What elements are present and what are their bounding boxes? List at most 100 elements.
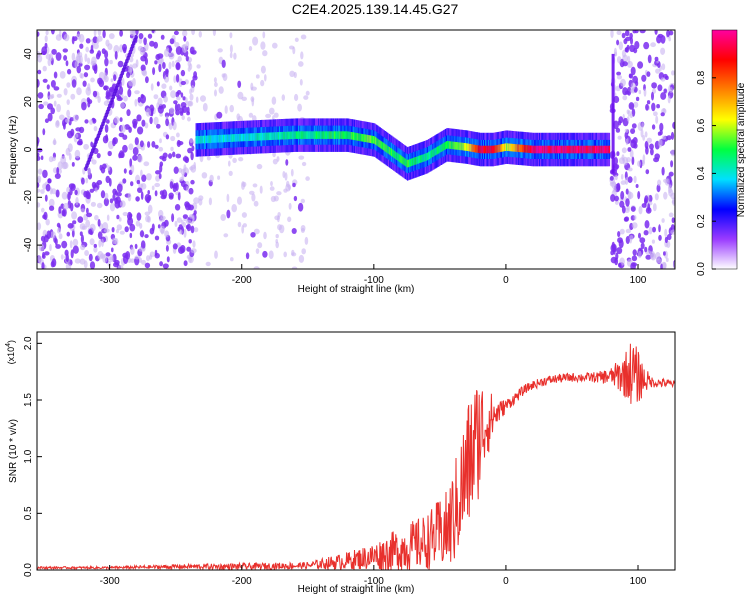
spectrogram-noise-cell (151, 185, 155, 191)
spectrogram-noise-cell (74, 258, 81, 264)
spectrogram-signal-cell (605, 145, 607, 154)
spectrogram-noise-cell (190, 164, 197, 173)
spectrogram-noise-cell (139, 230, 145, 238)
spectrogram-noise-cell (272, 42, 278, 49)
spectrogram-noise-cell (56, 93, 62, 98)
spectrogram-signal-cell (295, 131, 298, 139)
spectrogram-noise-cell (624, 177, 629, 185)
spectrogram-noise-cell (250, 232, 256, 238)
spectrogram-signal-cell (398, 153, 400, 162)
spectrogram-noise-cell (660, 35, 666, 44)
spectrogram-signal-cell (391, 148, 393, 157)
spectrogram-noise-cell (165, 134, 170, 140)
spectrogram-signal-cell (292, 131, 295, 139)
spectrogram-noise-cell (103, 85, 108, 91)
spectrogram-noise-cell (85, 177, 89, 184)
spectrogram-noise-cell (669, 87, 673, 93)
spectrogram-noise-cell (641, 122, 644, 128)
spectrogram-noise-cell (658, 224, 661, 233)
spectrogram-noise-cell (276, 191, 282, 196)
spectrogram-noise-cell (650, 42, 656, 48)
spectrogram-signal-cell (290, 131, 292, 140)
spectrogram-noise-cell (172, 151, 176, 158)
spectrogram-noise-cell (37, 92, 44, 99)
snr-xtick-label: 100 (630, 576, 647, 587)
spectrogram-signal-cell (286, 131, 288, 140)
spectrogram-signal-cell (276, 132, 279, 140)
spectrogram-noise-cell (135, 30, 139, 36)
spectrogram-noise-cell (129, 232, 133, 239)
spectrogram-noise-cell (108, 178, 112, 187)
spectrogram-noise-cell (134, 90, 140, 95)
spectrogram-signal-cell (585, 145, 587, 154)
spectrogram-noise-cell (132, 154, 138, 161)
spectrogram-noise-cell (162, 263, 169, 269)
spectrogram-signal-cell (381, 141, 383, 150)
spectrogram-noise-cell (154, 249, 158, 256)
spectrogram-noise-cell (299, 79, 303, 86)
spectrogram-noise-cell (118, 86, 124, 95)
spectrogram-signal-cell (493, 145, 495, 154)
spectrogram-signal-cell (589, 145, 592, 154)
spectrogram-noise-cell (275, 239, 279, 244)
spectrogram-noise-cell (300, 198, 305, 204)
spectrogram-noise-cell (175, 74, 180, 83)
spectrogram-noise-cell (292, 46, 296, 55)
spectrogram-signal-cell (257, 133, 260, 141)
spectrogram-signal-cell (207, 135, 209, 144)
spectrogram-signal-cell (337, 131, 339, 139)
spectrogram-signal-cell (265, 132, 267, 141)
spectrogram-signal-cell (517, 144, 520, 152)
spectrogram-signal-cell (252, 133, 254, 141)
spectrogram-noise-cell (663, 191, 668, 200)
spectrogram-noise-cell (60, 254, 64, 260)
spectrogram-noise-cell (672, 197, 675, 206)
spectrogram-signal-cell (330, 131, 333, 139)
spectrogram-signal-cell (423, 153, 426, 162)
spectrogram-signal-cell (392, 149, 394, 157)
spectrogram-noise-cell (136, 114, 142, 122)
spectrogram-noise-cell (146, 255, 150, 262)
spectrogram-noise-cell (132, 63, 138, 69)
spectrogram-signal-cell (235, 134, 238, 142)
spectrogram-noise-cell (627, 176, 633, 184)
spectrogram-signal-cell (227, 134, 229, 143)
spectrogram-signal-cell (238, 133, 241, 142)
spectrogram-noise-cell (152, 67, 156, 76)
spectrogram-noise-cell (55, 120, 60, 128)
spectrogram-noise-cell (216, 111, 223, 119)
spectrogram-noise-cell (160, 228, 165, 235)
spectrogram-noise-cell (618, 262, 622, 268)
spectrogram-noise-cell (616, 74, 623, 80)
spectrogram-noise-cell (45, 183, 51, 192)
spectrogram-signal-cell (403, 157, 406, 166)
spectrogram-noise-cell (661, 63, 666, 71)
spectrogram-noise-cell (84, 119, 89, 124)
spectrogram-signal-cell (318, 131, 320, 139)
spectrogram-noise-cell (122, 144, 128, 153)
spectrogram-noise-cell (171, 60, 175, 68)
spectrogram-noise-cell (260, 79, 265, 87)
spectrogram-signal-cell (440, 144, 443, 152)
spectrogram-noise-cell (630, 128, 636, 135)
spectrogram-noise-cell (170, 146, 174, 152)
spectrogram-noise-cell (74, 149, 81, 159)
colorbar-tick-label: 0.0 (696, 262, 707, 276)
spectrogram-noise-cell (37, 222, 42, 231)
spectrogram-signal-cell (322, 131, 324, 139)
spectrogram-signal-cell (433, 148, 435, 157)
spectrogram-signal-cell (522, 144, 524, 153)
spectrogram-signal-cell (472, 144, 474, 152)
spectrogram-signal-cell (369, 135, 372, 143)
spectrogram-signal-cell (497, 144, 500, 153)
spectrogram-noise-cell (103, 228, 110, 233)
spectrogram-signal-cell (282, 131, 284, 140)
spectrogram-signal-cell (258, 132, 261, 141)
spectrogram-signal-cell (312, 131, 315, 139)
spectrogram-noise-cell (294, 93, 299, 102)
snr-series-line (37, 343, 675, 570)
spectrogram-signal-cell (581, 145, 583, 154)
spectrogram-noise-cell (134, 137, 139, 146)
snr-multiplier-base: (x10 (6, 347, 16, 365)
spectrogram-noise-cell (242, 181, 247, 188)
